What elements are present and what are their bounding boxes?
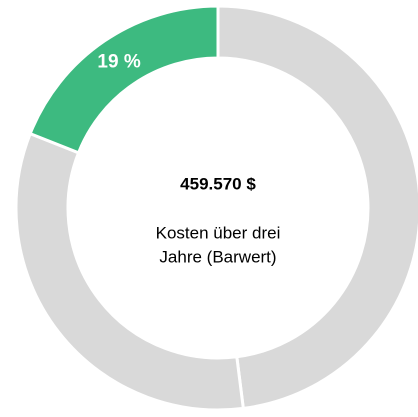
donut-segment [14,131,245,412]
value-label: 19 % [97,51,140,72]
donut-segment [216,4,418,411]
center-text: Kosten über drei [156,223,281,242]
center-value: 459.570 $ [180,174,256,193]
donut-segment [28,4,220,155]
center-text: Jahre (Barwert) [159,247,276,266]
